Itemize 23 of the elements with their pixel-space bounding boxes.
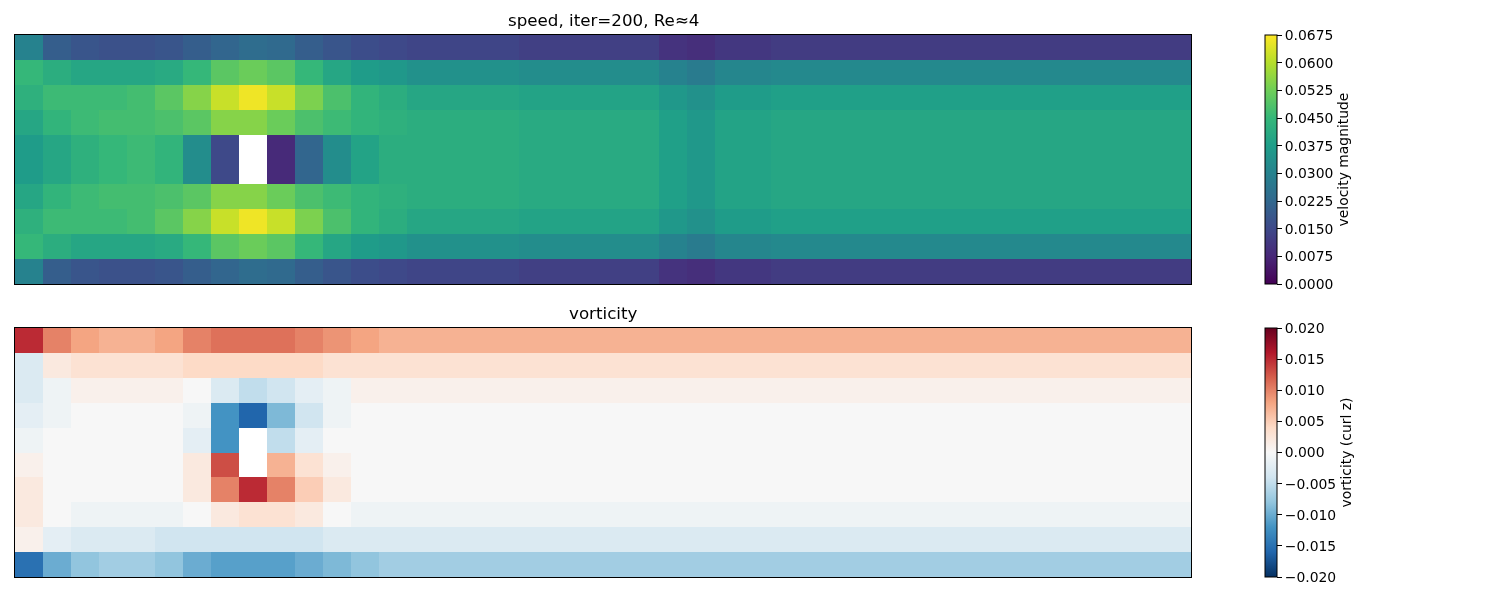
color-bar-label: 0.0525 [1284,82,1334,99]
color-bar-label: 0.020 [1284,319,1325,336]
color-bar-label: 0.000 [1284,444,1325,461]
color-bar-label: 0.0150 [1284,220,1334,237]
color-bar-label: −0.020 [1284,568,1337,585]
color-bar-label: 0.0000 [1284,275,1334,292]
color-bar-label: 0.0225 [1284,192,1334,209]
chart-title: vorticity [569,303,638,323]
color-bar-label: −0.015 [1284,537,1337,554]
color-bar-label: 0.015 [1284,350,1325,367]
color-bar-label: 0.0675 [1284,26,1334,43]
color-bar-label: 0.0075 [1284,248,1334,265]
color-bar-label: 0.010 [1284,382,1325,399]
color-bar-title: velocity magnitude [1335,92,1352,227]
color-bar-label: 0.005 [1284,413,1325,430]
color-bar-label: −0.010 [1284,506,1337,523]
color-bar-title: vorticity (curl z) [1338,397,1355,508]
color-bar-label: 0.0375 [1284,137,1334,154]
color-bar-label: 0.0300 [1284,165,1334,182]
chart-title: speed, iter=200, Re≈4 [508,10,700,30]
color-bar-label: 0.0600 [1284,54,1334,71]
color-bar-label: −0.005 [1284,475,1337,492]
color-bar-label: 0.0450 [1284,109,1334,126]
